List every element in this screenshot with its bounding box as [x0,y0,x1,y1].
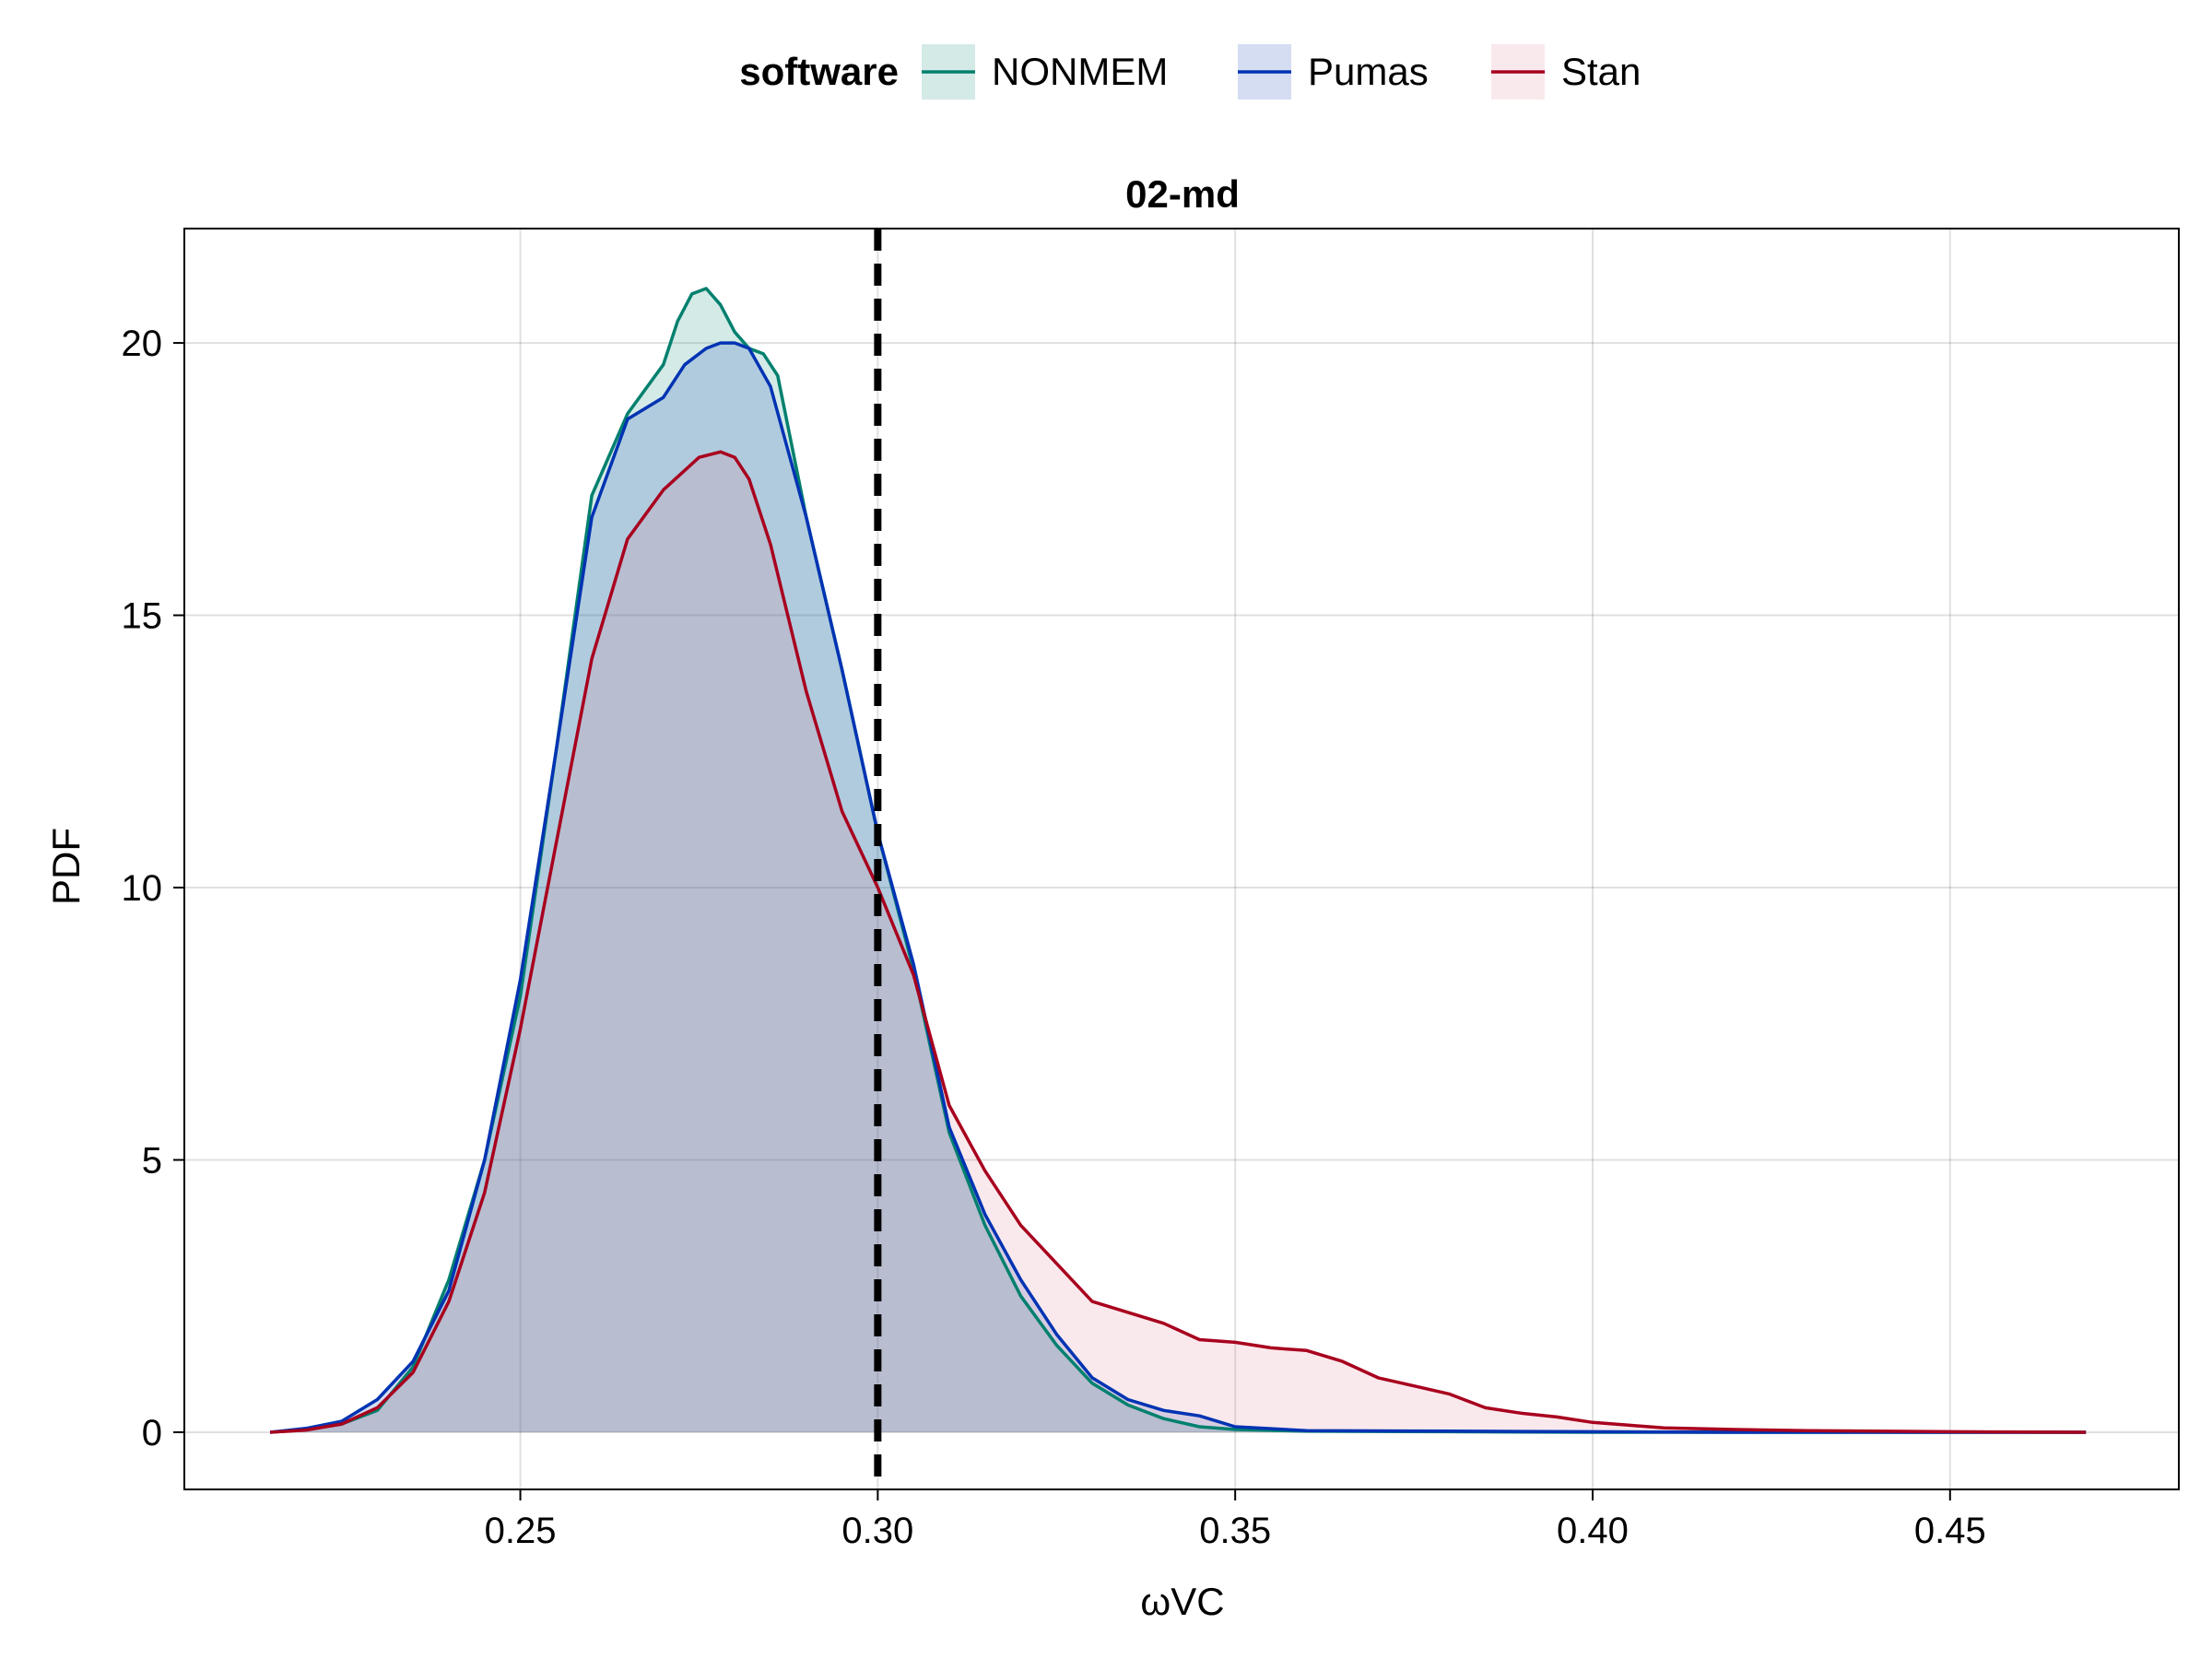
legend-label-nonmem: NONMEM [992,50,1168,93]
legend-title: software [739,50,899,93]
series-lines [269,287,2087,1434]
legend-label-pumas: Pumas [1308,50,1429,93]
y-tick-label-1: 5 [142,1140,162,1181]
series-layer [269,287,2087,1434]
x-tick-label-1: 0.30 [841,1511,913,1551]
series-area-nonmem [270,288,2087,1432]
y-tick-label-2: 10 [122,868,163,909]
legend-item-stan: Stan [1491,44,1641,100]
legend-item-pumas: Pumas [1238,44,1429,100]
y-axis-label: PDF [44,828,88,905]
x-axis-label: ωVC [1140,1580,1224,1623]
y-axis: 0 5 10 15 20 [122,324,184,1453]
x-tick-label-4: 0.45 [1914,1511,1986,1551]
x-axis: 0.25 0.30 0.35 0.40 0.45 [485,1489,1986,1551]
y-tick-label-3: 15 [122,596,163,637]
y-tick-label-4: 20 [122,324,163,364]
plot-area [183,228,2180,1490]
series-line-stan [269,450,2087,1434]
legend-label-stan: Stan [1561,50,1641,93]
series-area-pumas [270,343,2087,1433]
legend-item-nonmem: NONMEM [922,44,1168,100]
plot-frame [183,228,2180,1490]
x-tick-label-3: 0.40 [1557,1511,1629,1551]
y-tick-label-0: 0 [142,1413,162,1453]
legend: software NONMEM Pumas Stan [739,44,1641,100]
series-fills [270,288,2087,1433]
x-tick-label-2: 0.35 [1199,1511,1271,1551]
series-area-stan [270,452,2087,1432]
chart-title: 02-md [1125,172,1240,216]
series-line-pumas [269,341,2087,1434]
x-tick-label-0: 0.25 [485,1511,557,1551]
